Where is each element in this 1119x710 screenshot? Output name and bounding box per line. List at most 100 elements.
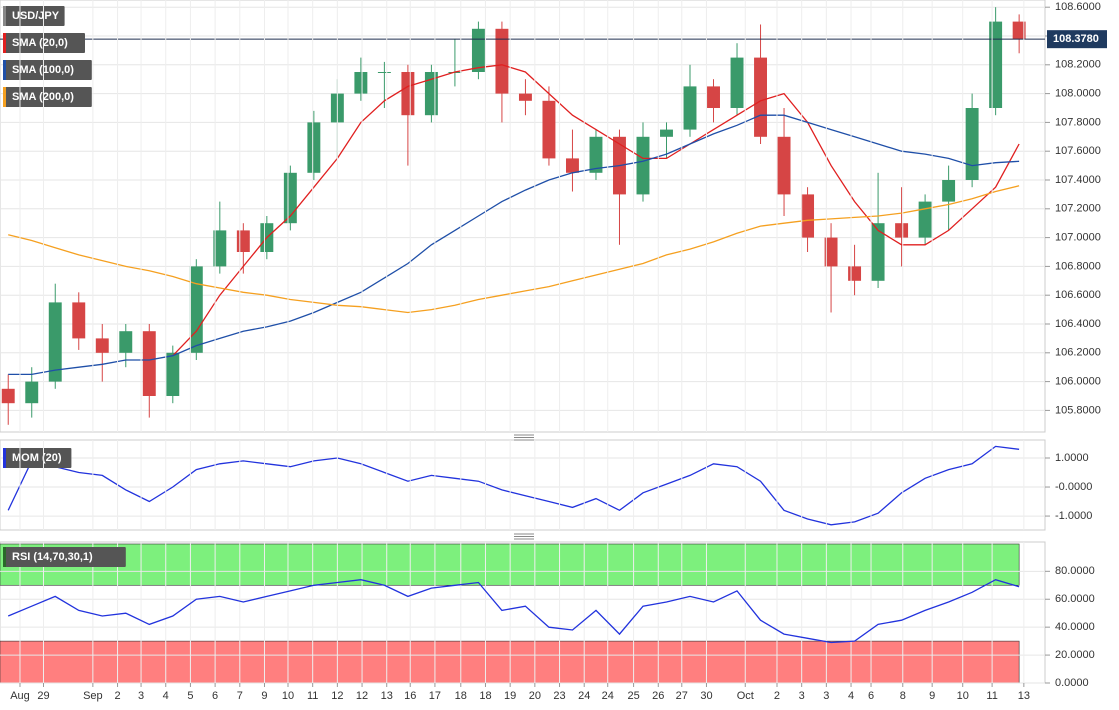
y-tick-label: 108.2000 [1055,59,1101,71]
legend-box [3,6,65,26]
candle-body [119,331,133,353]
x-tick-label: 13 [381,690,393,702]
x-tick-label: 18 [479,690,491,702]
legend-swatch [3,33,6,53]
oversold-zone [0,640,1020,684]
y-tick-label: 20.0000 [1055,649,1095,661]
y-tick-label: 40.0000 [1055,621,1095,633]
candle-body [636,136,650,195]
candle-body [895,223,909,238]
legend-label: MOM (20) [12,452,62,464]
y-tick-label: 106.2000 [1055,347,1101,359]
legend-box [3,60,92,80]
x-tick-label: 23 [553,690,565,702]
candle-body [401,72,415,116]
candle-body [989,21,1003,109]
x-tick-label: 13 [1018,690,1030,702]
candle-body [777,136,791,195]
legend-label: SMA (20,0) [12,37,68,49]
candle-body [730,57,744,108]
candle-body [213,230,227,267]
candle-body [518,93,532,101]
x-tick-label: 2 [114,690,120,702]
x-tick-label: 6 [212,690,218,702]
legend-swatch [3,448,6,468]
x-tick-label: 19 [504,690,516,702]
candle-body [1012,21,1026,40]
candle-body [1,388,15,404]
x-tick-label: Oct [737,690,754,702]
legend-swatch [3,6,6,26]
x-tick-label: 3 [138,690,144,702]
candle-body [283,172,297,224]
y-tick-label: 60.0000 [1055,593,1095,605]
x-tick-label: 20 [529,690,541,702]
legend-box [3,87,92,107]
y-tick-label: 107.2000 [1055,203,1101,215]
candle-body [142,331,156,396]
x-tick-label: 26 [652,690,664,702]
candle-body [471,28,485,72]
legend-box [3,33,85,53]
last-price-label: 108.3780 [1053,33,1099,45]
rsi-line [7,579,1020,644]
y-tick-label: 106.0000 [1055,376,1101,388]
candle-body [307,122,321,173]
x-tick-label: 5 [187,690,193,702]
x-tick-label: 8 [900,690,906,702]
legend-swatch [3,60,6,80]
candle-body [495,28,509,94]
x-tick-label: 30 [700,690,712,702]
legend-box [3,547,126,567]
x-tick-label: 10 [282,690,294,702]
legend-swatch [3,87,6,107]
y-tick-label: 107.4000 [1055,174,1101,186]
x-tick-label: 29 [37,690,49,702]
y-tick-label: 0.0000 [1055,677,1089,689]
candle-body [542,100,556,159]
candle-body [72,302,86,339]
y-tick-label: 107.0000 [1055,232,1101,244]
candle-body [377,72,391,73]
resize-handle[interactable] [514,434,534,540]
x-tick-label: 12 [331,690,343,702]
sma-line [8,114,1020,376]
legend-label: RSI (14,70,30,1) [12,551,93,563]
x-tick-label: 18 [455,690,467,702]
x-tick-label: 3 [799,690,805,702]
x-tick-label: 9 [929,690,935,702]
overbought-zone [0,543,1020,586]
y-tick-label: -0.0000 [1055,481,1092,493]
y-tick-label: 108.0000 [1055,88,1101,100]
x-tick-label: 11 [307,690,318,702]
x-tick-label: 16 [404,690,416,702]
x-tick-label: 2 [774,690,780,702]
candle-body [236,230,250,252]
x-tick-label: 24 [602,690,614,702]
x-tick-label: 27 [676,690,688,702]
y-tick-label: 106.4000 [1055,318,1101,330]
candle-body [354,72,368,94]
candle-body [166,352,180,396]
candle-body [801,194,815,238]
candle-body [589,136,603,173]
x-tick-label: Sep [83,690,103,702]
x-tick-label: 11 [986,690,997,702]
x-tick-label: 24 [578,690,590,702]
y-tick-label: 107.6000 [1055,145,1101,157]
candle-body [965,108,979,180]
main-frame [0,0,1046,433]
y-tick-label: 108.6000 [1055,1,1101,13]
candle-body [942,180,956,202]
y-tick-label: 105.8000 [1055,404,1101,416]
candle-body [871,223,885,281]
x-tick-label: 10 [957,690,969,702]
y-tick-label: 106.6000 [1055,289,1101,301]
candle-body [565,158,579,173]
x-tick-label: 4 [848,690,854,702]
candle-body [48,302,62,382]
candle-body [707,86,720,108]
x-tick-label: 3 [823,690,829,702]
y-tick-label: 107.8000 [1055,116,1101,128]
